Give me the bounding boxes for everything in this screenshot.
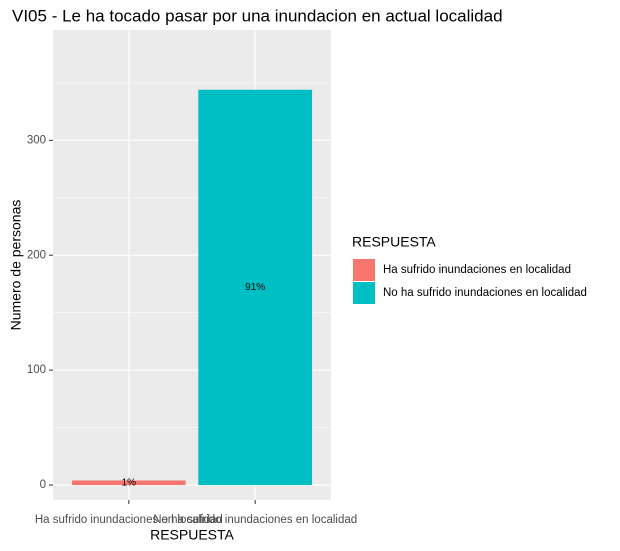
- y-axis-title: Numero de personas: [8, 200, 24, 331]
- y-tick-label: 200: [27, 249, 46, 261]
- x-tick-label: Ha sufrido inundaciones en localidad: [35, 514, 223, 526]
- legend-label: Ha sufrido inundaciones en localidad: [383, 264, 571, 276]
- legend-title: RESPUESTA: [352, 234, 436, 250]
- chart-title: VI05 - Le ha tocado pasar por una inunda…: [12, 6, 503, 25]
- x-axis-title: RESPUESTA: [150, 527, 234, 543]
- y-tick-label: 300: [27, 134, 46, 146]
- bar-annotation: 1%: [122, 477, 137, 488]
- legend-key: [353, 259, 375, 281]
- bar: [71, 480, 186, 486]
- legend-label: No ha sufrido inundaciones en localidad: [383, 287, 587, 299]
- bar: [198, 89, 313, 486]
- legend-key: [353, 282, 375, 304]
- y-tick-label: 0: [40, 479, 46, 491]
- y-tick-label: 100: [27, 364, 46, 376]
- bar-annotation: 91%: [245, 282, 265, 293]
- x-tick-label: No ha sufrido inundaciones en localidad: [153, 514, 357, 526]
